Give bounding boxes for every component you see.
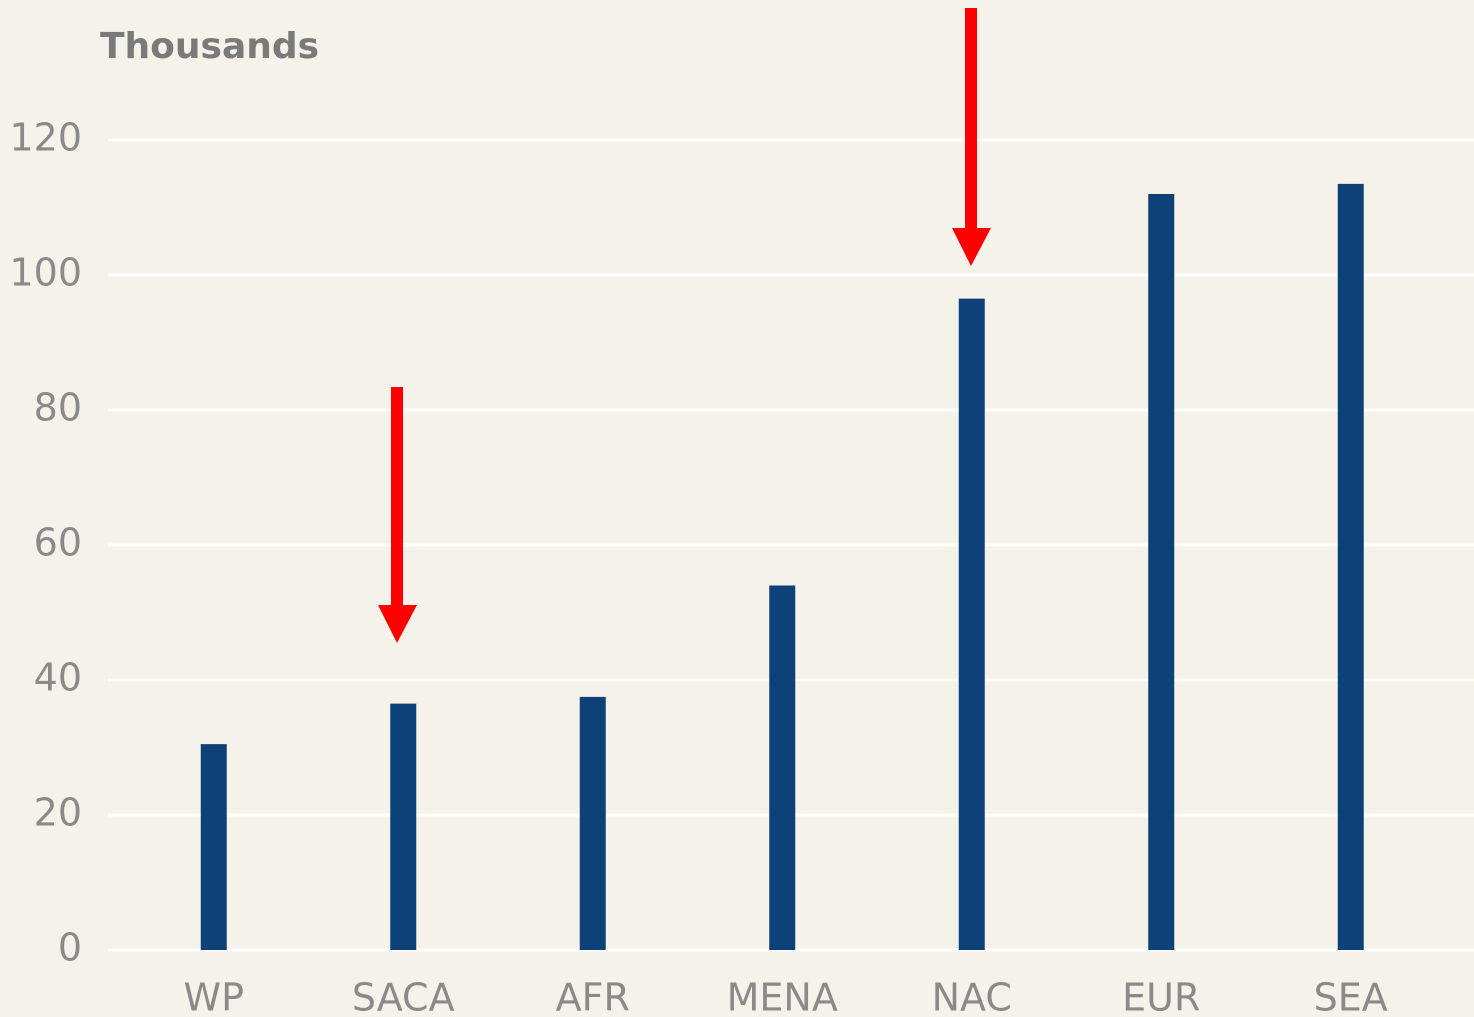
y-tick-label: 20 [34,791,82,835]
arrow-head [952,228,991,266]
arrow-head [378,605,417,643]
arrow-shaft [391,387,403,609]
x-tick-label: MENA [727,976,838,1017]
bar [958,298,985,950]
y-tick-label: 80 [34,386,82,430]
bar [769,585,796,950]
y-tick-label: 60 [34,521,82,565]
bar [1337,183,1364,950]
bar [1148,194,1175,950]
x-tick-label: WP [184,976,245,1017]
x-tick-label: SEA [1314,976,1388,1017]
x-tick-label: EUR [1122,976,1200,1017]
y-tick-label: 40 [34,656,82,700]
y-tick-label: 120 [9,116,82,160]
bar-layer [200,183,1364,950]
y-axis-label: Thousands [100,26,319,67]
x-tick-label: NAC [932,976,1012,1017]
bar [390,703,417,950]
bar [579,696,606,950]
annotation-arrow [952,8,991,266]
x-tick-label: SACA [352,976,455,1017]
y-tick-label: 100 [9,251,82,295]
annotation-arrow [378,387,417,643]
bar [200,744,227,950]
arrow-shaft [965,8,977,232]
y-tick-label: 0 [58,926,82,970]
x-tick-label: AFR [556,976,630,1017]
